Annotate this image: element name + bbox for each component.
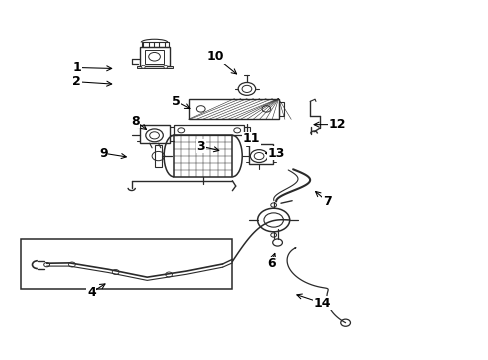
Circle shape	[141, 65, 145, 68]
Polygon shape	[136, 66, 172, 68]
Bar	[174, 135, 232, 177]
Text: 5: 5	[172, 95, 181, 108]
Text: 2: 2	[72, 75, 81, 88]
Bar	[140, 125, 170, 143]
Text: 6: 6	[266, 257, 275, 270]
Text: 3: 3	[196, 140, 204, 153]
Text: 8: 8	[130, 114, 139, 127]
Text: 14: 14	[313, 297, 330, 310]
Bar	[140, 47, 170, 66]
Circle shape	[163, 65, 167, 68]
Bar	[249, 144, 272, 164]
Text: 11: 11	[243, 132, 260, 145]
Text: 13: 13	[267, 147, 284, 160]
Bar	[154, 145, 162, 167]
Polygon shape	[188, 99, 278, 119]
Text: 7: 7	[322, 195, 331, 208]
Text: 1: 1	[72, 61, 81, 74]
Text: 4: 4	[87, 286, 96, 299]
Text: 10: 10	[206, 50, 224, 63]
Bar	[21, 239, 232, 289]
Bar	[244, 127, 249, 134]
Bar	[144, 50, 164, 64]
Text: 9: 9	[99, 147, 107, 160]
Bar	[174, 125, 244, 135]
Text: 12: 12	[327, 118, 345, 131]
Bar	[142, 42, 168, 47]
